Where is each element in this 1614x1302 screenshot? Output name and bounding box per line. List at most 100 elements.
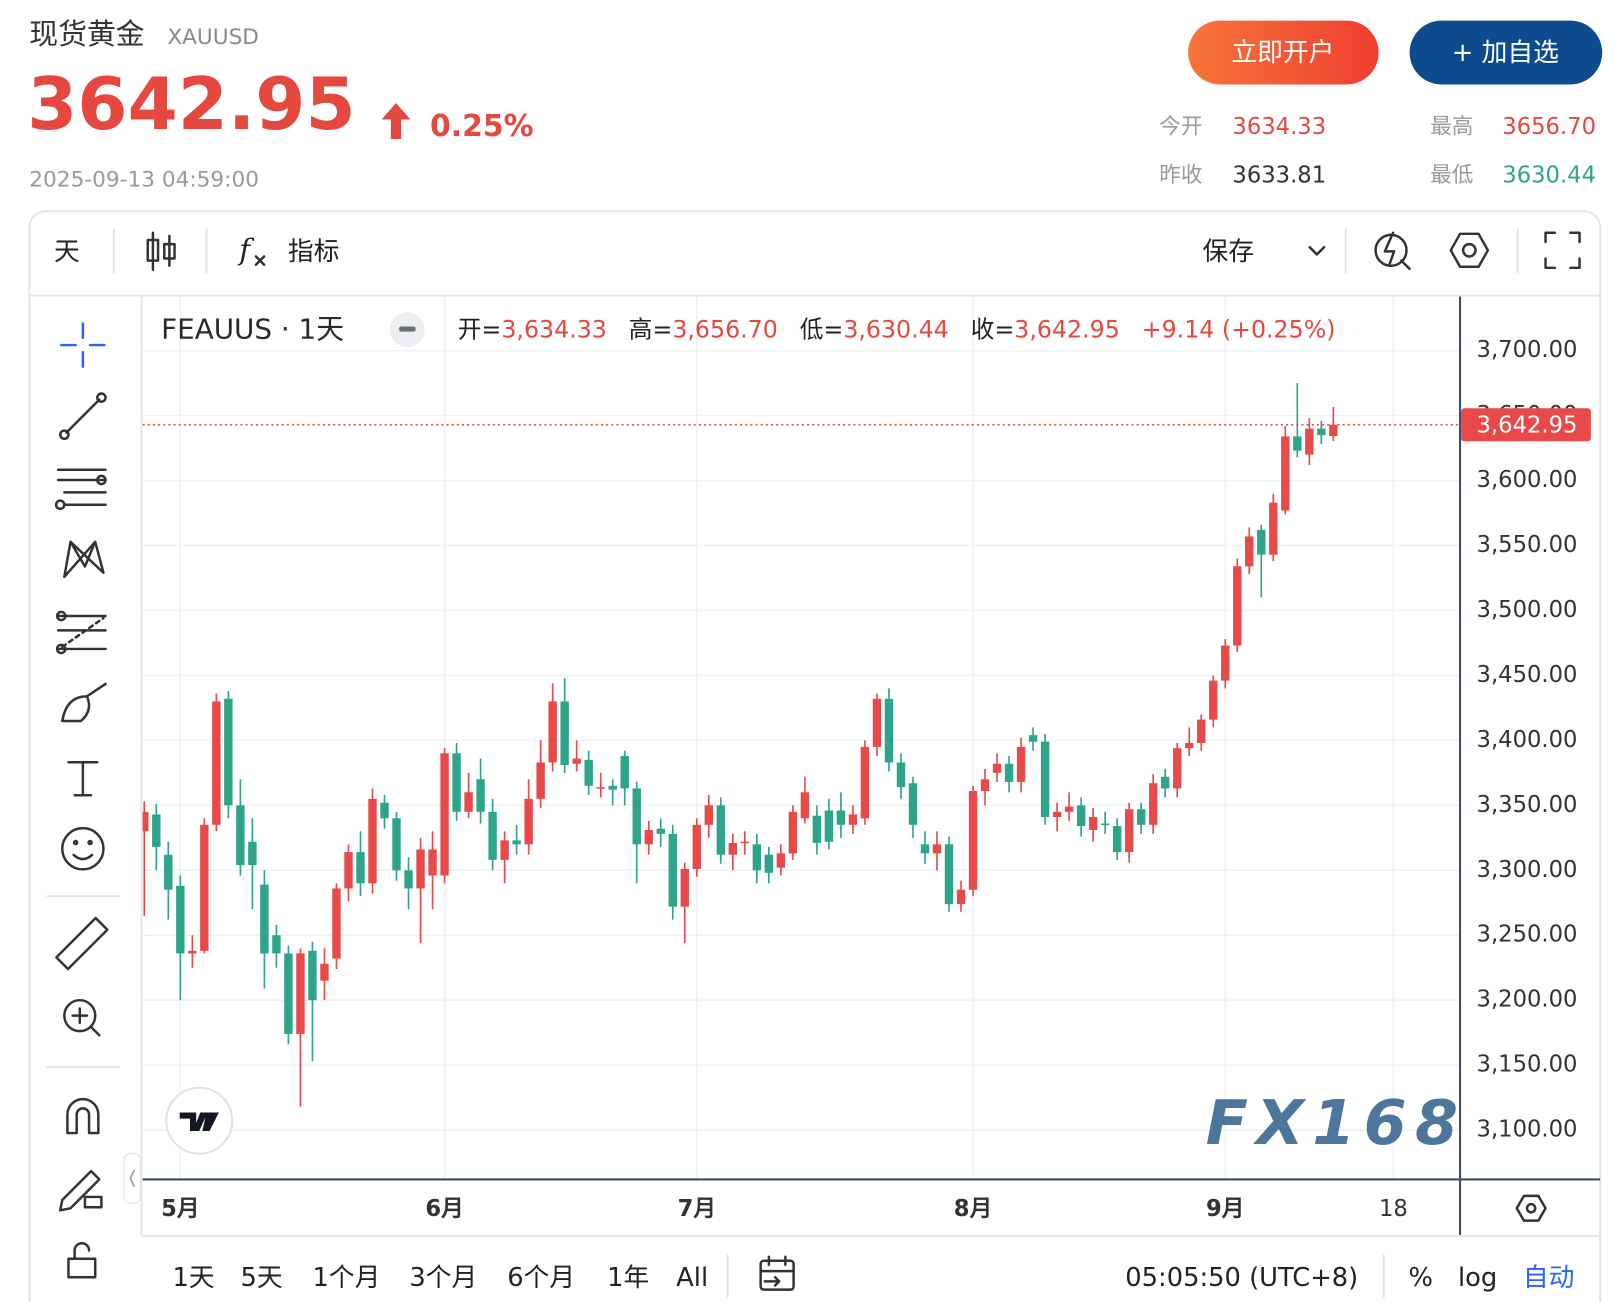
legend-change: +9.14 (+0.25%) <box>1142 315 1336 343</box>
candle-body <box>344 852 353 889</box>
legend-label: 高= <box>629 315 673 343</box>
fib-tool[interactable] <box>55 610 107 655</box>
candle-body <box>668 833 677 907</box>
candle-body <box>632 788 641 845</box>
goto-date-button[interactable] <box>759 1255 795 1291</box>
candle-body <box>440 753 449 876</box>
chart-type-button[interactable] <box>146 231 176 272</box>
candle-body <box>812 815 822 843</box>
open-account-button[interactable]: 立即开户 <box>1188 20 1379 85</box>
range-button[interactable]: 5天 <box>240 1263 282 1293</box>
lines-tool[interactable] <box>54 468 107 511</box>
interval-button[interactable]: 天 <box>54 237 80 267</box>
candle-body <box>248 841 257 866</box>
candle-body <box>836 810 846 825</box>
title: 现货黄金 <box>29 17 144 51</box>
legend-symbol: FEAUUS · 1天 <box>161 313 344 346</box>
candle-body <box>584 759 593 786</box>
save-button[interactable]: 保存 <box>1203 237 1255 267</box>
legend-value: 3,634.33 <box>501 315 606 343</box>
candle-body <box>392 818 401 871</box>
collapse-handle[interactable] <box>123 1153 142 1204</box>
alert-button[interactable] <box>1374 231 1411 271</box>
price-label: 3,642.95 <box>1477 412 1578 438</box>
candle-body <box>1112 826 1122 853</box>
candle-body <box>1245 536 1254 567</box>
ruler-tool[interactable] <box>55 916 109 971</box>
lock-tool[interactable] <box>67 1242 97 1279</box>
candle-body <box>704 805 713 825</box>
x-tick-label: 7月 <box>678 1196 716 1222</box>
candle-body <box>1317 428 1326 436</box>
candle-body <box>572 758 581 764</box>
percent-toggle[interactable]: % <box>1409 1263 1433 1293</box>
tradingview-logo[interactable] <box>165 1086 234 1155</box>
crosshair-tool[interactable] <box>59 322 106 368</box>
x-tick-label: 8月 <box>954 1196 992 1222</box>
candle-body <box>956 889 966 905</box>
candle-body <box>524 798 533 845</box>
range-button[interactable]: All <box>676 1263 708 1293</box>
candle-body <box>656 828 665 834</box>
candle-body <box>896 762 906 788</box>
candle-body <box>1052 811 1062 818</box>
magnet-tool[interactable] <box>66 1097 100 1135</box>
trendline-tool[interactable] <box>58 392 107 441</box>
candle-body <box>824 810 834 842</box>
candle-body <box>212 701 221 825</box>
candle-body <box>1233 566 1242 646</box>
zoom-tool[interactable] <box>63 998 101 1037</box>
axes: 3,100.00 3,150.00 3,200.00 3,250.00 3,300.00… <box>142 296 1601 1237</box>
axis-settings-button[interactable] <box>1515 1194 1547 1222</box>
y-tick-label: 3,350.00 <box>1477 792 1578 818</box>
text-tool[interactable] <box>67 761 99 797</box>
candle-body <box>308 950 317 1001</box>
x-tick-label: 5月 <box>161 1196 199 1222</box>
clock: 05:05:50 (UTC+8) <box>1125 1263 1358 1293</box>
price: 3642.95 <box>27 63 355 147</box>
range-button[interactable]: 1天 <box>172 1263 214 1293</box>
candle-body <box>1257 529 1266 555</box>
candle-body <box>560 701 569 766</box>
pattern-tool[interactable] <box>63 540 105 579</box>
candle-body <box>488 811 497 860</box>
candle-body <box>512 840 521 845</box>
candle-body <box>1124 809 1134 853</box>
legend-value: 3,630.44 <box>843 315 948 343</box>
range-button[interactable]: 1个月 <box>313 1263 381 1293</box>
candle-body <box>1281 436 1290 511</box>
save-dropdown[interactable] <box>1308 245 1326 256</box>
watchlist-button[interactable]: + 加自选 <box>1409 20 1603 85</box>
brush-tool[interactable] <box>61 682 107 723</box>
range-button[interactable]: 6个月 <box>507 1263 575 1293</box>
candle-body <box>1329 424 1338 436</box>
emoji-tool[interactable] <box>61 826 105 871</box>
log-toggle[interactable]: log <box>1458 1263 1497 1293</box>
candle-body <box>416 849 425 889</box>
legend-label: 低= <box>800 315 844 343</box>
stat-value: 3656.70 <box>1502 114 1596 140</box>
candle-body <box>716 805 726 855</box>
fullscreen-button[interactable] <box>1544 231 1581 270</box>
range-button[interactable]: 3个月 <box>409 1263 477 1293</box>
legend-value: 3,642.95 <box>1014 315 1119 343</box>
y-tick-label: 3,200.00 <box>1477 987 1578 1013</box>
candle-body <box>908 783 918 825</box>
candle-body <box>1076 805 1086 827</box>
candle-body <box>404 870 413 889</box>
candle-body <box>536 762 545 799</box>
candle-body <box>968 791 978 890</box>
candle-body <box>776 853 786 868</box>
candle-body <box>860 746 870 819</box>
fx-icon <box>254 255 266 266</box>
candle-body <box>1064 806 1074 812</box>
candle-body <box>620 755 629 789</box>
range-button[interactable]: 1年 <box>607 1263 649 1293</box>
auto-toggle[interactable]: 自动 <box>1523 1263 1575 1293</box>
candle-body <box>872 698 882 747</box>
lock-drawing-tool[interactable] <box>58 1169 103 1212</box>
candle-body <box>1305 428 1314 455</box>
candle-body <box>848 814 858 825</box>
settings-button[interactable] <box>1449 232 1490 269</box>
candle-body <box>1028 735 1038 742</box>
